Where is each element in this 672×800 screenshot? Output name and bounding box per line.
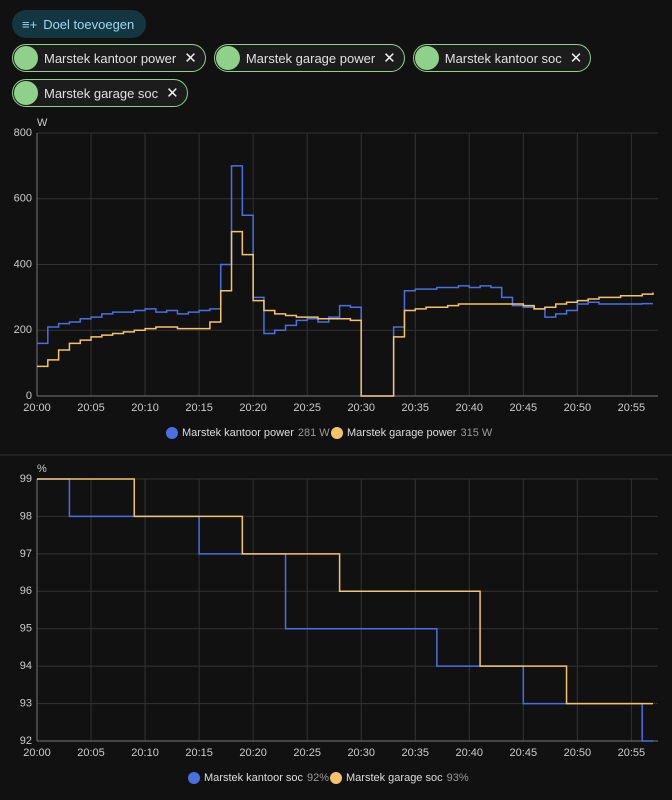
chip-icon: [14, 81, 38, 105]
y-tick-label: 96: [20, 585, 32, 597]
filter-chip[interactable]: Marstek kantoor power ✕: [12, 44, 206, 72]
x-tick-label: 20:15: [185, 402, 213, 414]
legend-name: Marstek kantoor power: [182, 427, 294, 439]
x-tick-label: 20:15: [185, 747, 213, 759]
x-tick-label: 20:55: [618, 747, 646, 759]
x-tick-label: 20:35: [401, 402, 429, 414]
chip-label: Marstek kantoor soc: [444, 50, 562, 66]
y-tick-label: 600: [14, 193, 32, 205]
chip-icon: [215, 46, 240, 70]
x-tick-label: 20:55: [618, 402, 646, 414]
x-tick-label: 20:10: [131, 402, 159, 414]
x-tick-label: 20:25: [293, 747, 321, 759]
x-tick-label: 20:25: [293, 402, 321, 414]
y-tick-label: 99: [20, 473, 32, 485]
y-tick-label: 0: [26, 390, 32, 402]
legend-entry: Marstek garage power 315 W: [347, 427, 493, 439]
filter-chip[interactable]: Marstek garage power ✕: [213, 44, 405, 72]
x-tick-label: 20:45: [510, 747, 538, 759]
button-label: Doel toevoegen: [43, 16, 135, 32]
x-tick-label: 20:30: [347, 402, 375, 414]
y-tick-label: 94: [20, 660, 32, 672]
y-tick-label: 92: [20, 735, 32, 747]
legend-name: Marstek kantoor soc: [204, 772, 304, 784]
chip-label: Marstek garage soc: [44, 85, 159, 101]
icon: ≡+: [22, 16, 38, 32]
series-line: [37, 478, 653, 705]
legend-state: 281 W: [298, 427, 330, 439]
chip-remove[interactable]: ✕: [383, 50, 396, 67]
legend-entry: Marstek kantoor power 281 W: [182, 427, 330, 439]
x-tick-label: 20:10: [131, 747, 159, 759]
x-tick-label: 20:45: [510, 402, 538, 414]
chip-remove[interactable]: ✕: [569, 50, 583, 67]
y-tick-label: 400: [14, 258, 32, 270]
x-tick-label: 20:35: [401, 747, 429, 759]
legend-check: [188, 772, 200, 784]
legend-state: 315 W: [460, 427, 492, 439]
chip-icon: [414, 46, 439, 70]
x-tick-label: 20:20: [239, 747, 267, 759]
legend-check: [331, 427, 343, 439]
series-line: [37, 478, 653, 742]
x-tick-label: 20:30: [347, 747, 375, 759]
x-tick-label: 20:00: [23, 402, 51, 414]
legend-entry: Marstek kantoor soc 92%: [204, 772, 329, 784]
x-tick-label: 20:20: [239, 402, 267, 414]
y-axis-unit: %: [37, 463, 47, 475]
filter-chip[interactable]: Marstek kantoor soc ✕: [412, 44, 592, 72]
y-tick-label: 97: [20, 548, 32, 560]
x-tick-label: 20:40: [456, 747, 484, 759]
legend-state: 92%: [307, 772, 329, 784]
legend-name: Marstek garage soc: [346, 772, 443, 784]
x-tick-label: 20:40: [456, 402, 484, 414]
filter-chip[interactable]: Marstek garage soc ✕: [12, 79, 188, 107]
chip-icon: [14, 46, 38, 70]
y-tick-label: 95: [20, 623, 32, 635]
legend-name: Marstek garage power: [347, 427, 457, 439]
y-tick-label: 93: [20, 697, 32, 709]
legend-check: [330, 772, 342, 784]
y-tick-label: 98: [20, 510, 32, 522]
chip-remove[interactable]: ✕: [184, 50, 197, 67]
chip-label: Marstek garage power: [245, 50, 376, 66]
legend-entry: Marstek garage soc 93%: [346, 772, 469, 784]
add-target-button[interactable]: ≡+ Doel toevoegen: [12, 10, 147, 38]
y-tick-label: 200: [14, 324, 32, 336]
y-axis-unit: W: [37, 117, 48, 129]
legend-check: [166, 427, 178, 439]
filter-chips: Marstek kantoor power ✕ Marstek garage pow…: [12, 44, 662, 107]
series-line: [37, 230, 654, 397]
x-tick-label: 20:50: [564, 747, 592, 759]
chip-label: Marstek kantoor power: [44, 50, 177, 66]
x-tick-label: 20:05: [77, 747, 105, 759]
legend-state: 93%: [447, 772, 469, 784]
series-line: [37, 165, 653, 397]
x-tick-label: 20:50: [564, 402, 592, 414]
chip-remove[interactable]: ✕: [166, 85, 179, 102]
y-tick-label: 800: [14, 127, 32, 139]
x-tick-label: 20:05: [77, 402, 105, 414]
x-tick-label: 20:00: [23, 747, 51, 759]
